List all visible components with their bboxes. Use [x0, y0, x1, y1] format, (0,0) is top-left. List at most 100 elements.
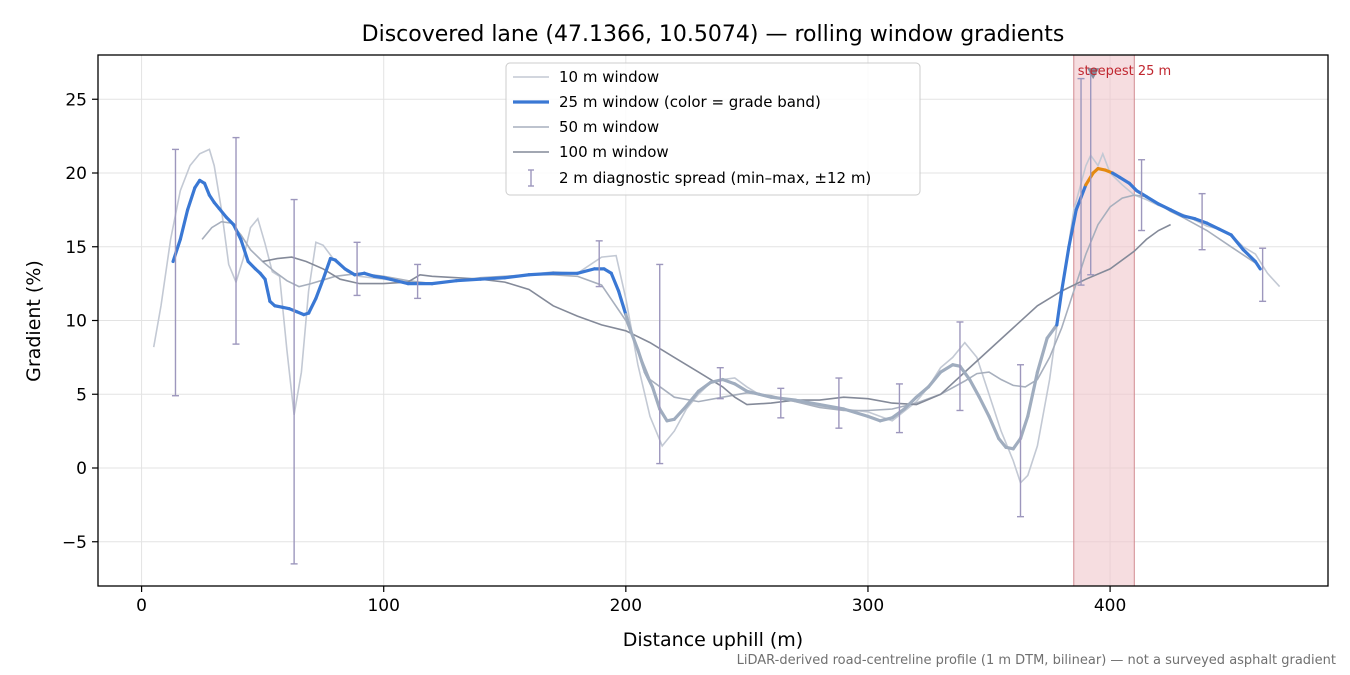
- series-25m-segment: [1193, 217, 1209, 225]
- series-25m-segment: [817, 402, 846, 411]
- series-25m-segment: [1035, 336, 1049, 374]
- series-25m-segment: [968, 377, 981, 399]
- y-tick-label: 0: [76, 459, 87, 479]
- series-25m-segment: [987, 414, 1001, 441]
- series-25m-segment: [343, 267, 357, 277]
- series-25m-segment: [997, 436, 1008, 449]
- series-layer: [152, 148, 1281, 485]
- annotation-layer: steepest 25 m: [1078, 64, 1171, 80]
- series-25m-segment: [914, 385, 931, 399]
- series-25m-segment: [902, 395, 918, 411]
- series-25m-segment: [185, 186, 197, 212]
- series-25m-segment: [629, 329, 640, 352]
- series-25m-segment: [1181, 214, 1197, 221]
- series-25m-segment: [314, 277, 325, 300]
- series-25m-segment: [1241, 248, 1257, 264]
- series-25m-segment: [757, 392, 773, 399]
- series-25m-segment: [246, 259, 257, 271]
- legend-label-50m: 50 m window: [559, 118, 659, 136]
- series-25m-segment: [1067, 208, 1078, 249]
- y-tick-label: 25: [65, 90, 87, 110]
- footnote: LiDAR-derived road-centreline profile (1…: [737, 653, 1336, 668]
- series-25m-segment: [171, 237, 182, 264]
- series-25m-segment: [1156, 202, 1173, 212]
- x-tick-label: 0: [136, 596, 147, 616]
- series-25m-segment: [430, 279, 458, 286]
- series-25m-segment: [650, 385, 662, 411]
- series-25m-segment: [362, 271, 376, 278]
- series-25m-segment: [1026, 370, 1040, 418]
- series-25m-segment: [793, 398, 822, 407]
- y-tick-label: 15: [65, 238, 87, 258]
- series-25m-segment: [721, 377, 737, 386]
- series-25m-segment: [616, 289, 628, 317]
- series-25m-segment: [609, 271, 621, 293]
- series-25m-segment: [1060, 245, 1071, 293]
- y-tick-label: 5: [76, 385, 87, 405]
- series-25m-segment: [1169, 208, 1185, 218]
- series-25m-segment: [938, 363, 955, 374]
- series-25m-segment: [878, 416, 894, 423]
- legend-swatch-errorbar: [528, 169, 534, 187]
- series-100m-window: [262, 223, 1171, 406]
- legend: 10 m window 25 m window (color = grade b…: [505, 62, 921, 196]
- axis-ticks: 0 100 200 300 400 −5 0 5 10 15 20 25: [62, 90, 1126, 616]
- series-25m-segment: [745, 389, 761, 396]
- series-25m-segment: [842, 407, 870, 418]
- legend-box: [505, 62, 921, 196]
- series-25m-segment: [333, 258, 347, 271]
- y-tick-label: −5: [62, 533, 87, 553]
- series-25m-segment: [890, 407, 906, 420]
- series-25m-segment: [1011, 436, 1023, 451]
- series-25m-segment: [1205, 221, 1221, 231]
- series-25m-segment: [307, 296, 318, 315]
- series-25m-segment: [1217, 227, 1233, 237]
- series-25m-segment: [178, 208, 190, 241]
- y-tick-label: 10: [65, 312, 87, 332]
- series-25m-segment: [527, 271, 555, 277]
- series-25m-segment: [769, 395, 797, 402]
- series-25m-segment: [1018, 414, 1030, 441]
- errorbar-layer: [171, 73, 1267, 565]
- series-25m-segment: [672, 404, 688, 421]
- series-25m-segment: [224, 215, 236, 227]
- series-25m-segment: [1253, 259, 1262, 271]
- steepest-band: [1073, 54, 1135, 587]
- series-25m-segment: [958, 364, 972, 382]
- series-25m-segment: [1127, 181, 1139, 193]
- y-axis-title: Gradient (%): [23, 260, 45, 382]
- series-25m-segment: [1229, 233, 1245, 252]
- series-25m-segment: [353, 271, 366, 277]
- series-25m-segment: [926, 370, 943, 389]
- y-tick-label: 20: [65, 164, 87, 184]
- series-25m-segment: [1084, 171, 1095, 187]
- series-25m-segment: [1045, 323, 1059, 340]
- series-25m-segment: [977, 395, 991, 418]
- series-25m-segment: [503, 273, 531, 280]
- series-25m-segment: [217, 206, 228, 219]
- chart-title: Discovered lane (47.1366, 10.5074) — rol…: [362, 22, 1065, 47]
- series-25m-segment: [575, 267, 596, 275]
- series-25m-segment: [1144, 195, 1161, 206]
- series-25m-segment: [866, 414, 882, 423]
- series-25m-segment: [696, 380, 713, 393]
- steepest-label: steepest 25 m: [1078, 64, 1171, 79]
- series-25m-segment: [454, 277, 483, 283]
- series-25m-segment: [372, 274, 386, 280]
- series-25m-segment: [263, 277, 272, 303]
- series-25m-segment: [658, 407, 669, 423]
- series-25m-segment: [239, 237, 250, 264]
- x-tick-label: 300: [852, 596, 884, 616]
- series-25m-segment: [733, 382, 749, 393]
- series-25m-segment: [643, 370, 655, 389]
- legend-label-10m: 10 m window: [559, 68, 659, 86]
- series-25m-segment: [321, 256, 333, 281]
- legend-label-100m: 100 m window: [559, 143, 669, 161]
- legend-label-25m: 25 m window (color = grade band): [559, 93, 821, 111]
- series-25m-segment: [1055, 289, 1064, 327]
- series-25m-segment: [478, 276, 507, 281]
- x-tick-label: 100: [367, 596, 399, 616]
- x-tick-label: 200: [610, 596, 642, 616]
- series-25m-segment: [684, 389, 701, 408]
- series-25m-segment: [231, 223, 243, 241]
